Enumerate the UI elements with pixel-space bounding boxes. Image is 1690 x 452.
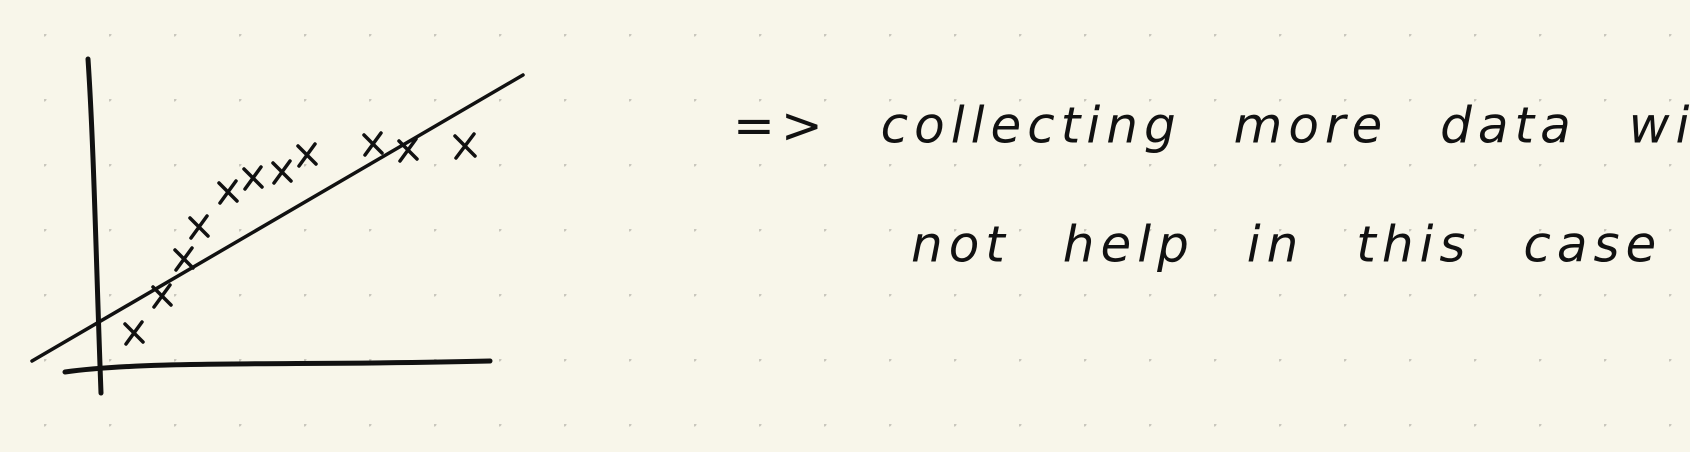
trend-line — [30, 73, 525, 363]
note-line: not help in this case — [911, 216, 1662, 274]
note-line: => collecting more data will — [733, 97, 1690, 155]
sketch — [30, 56, 525, 396]
x-axis — [62, 358, 493, 375]
dot-grid — [22, 17, 1690, 452]
data-points — [123, 131, 477, 346]
y-axis — [85, 56, 104, 396]
